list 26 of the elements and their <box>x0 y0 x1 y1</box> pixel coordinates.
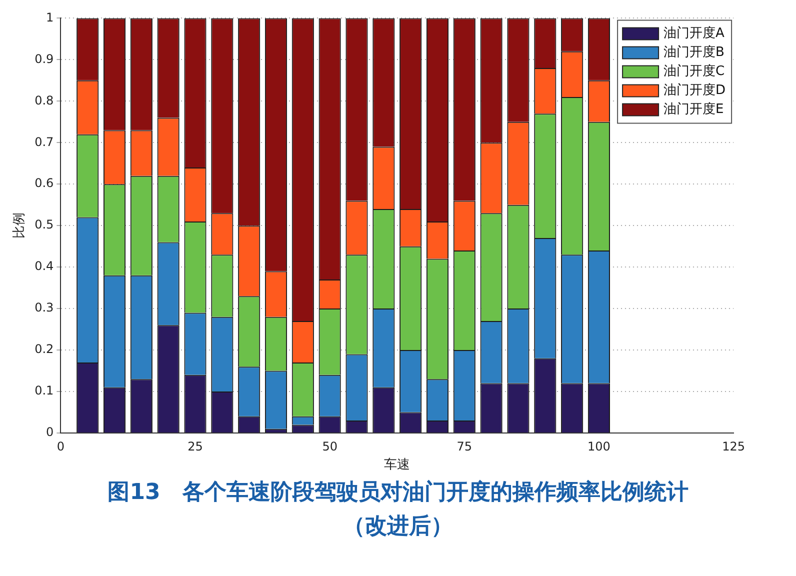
y-tick-label: 0.4 <box>34 259 54 274</box>
x-axis-title: 车速 <box>384 458 410 473</box>
text: 图13 各个车速阶段驾驶员对油门开度的操作频率比例统计 <box>106 478 690 507</box>
y-tick-label: 0.9 <box>34 52 54 66</box>
x-tick-label: 75 <box>456 439 472 454</box>
y-tick-label: 0 <box>46 425 54 440</box>
y-axis-title: 比例 <box>12 212 28 239</box>
text: （改进后） <box>342 513 454 541</box>
y-tick-label: 0.5 <box>34 218 54 232</box>
y-tick-label: 0.8 <box>34 93 54 108</box>
x-tick-label: 125 <box>722 439 745 454</box>
y-tick-label: 0.7 <box>34 134 54 149</box>
x-tick-label: 0 <box>56 439 65 454</box>
x-tick-label: 50 <box>322 439 338 454</box>
x-tick-label: 100 <box>588 439 610 454</box>
x-tick-label: 25 <box>188 439 203 454</box>
legend-label: 油门开度A <box>664 25 725 42</box>
y-tick-label: 0.2 <box>34 342 54 356</box>
y-tick-label: 0.6 <box>34 176 54 190</box>
legend-label: 油门开度C <box>664 63 725 80</box>
legend-label: 油门开度E <box>664 101 724 118</box>
y-tick-label: 1 <box>46 10 54 24</box>
legend-label: 油门开度B <box>664 44 724 60</box>
legend-label: 油门开度D <box>664 82 726 98</box>
y-tick-label: 0.3 <box>34 300 54 315</box>
y-tick-label: 0.1 <box>34 384 54 398</box>
